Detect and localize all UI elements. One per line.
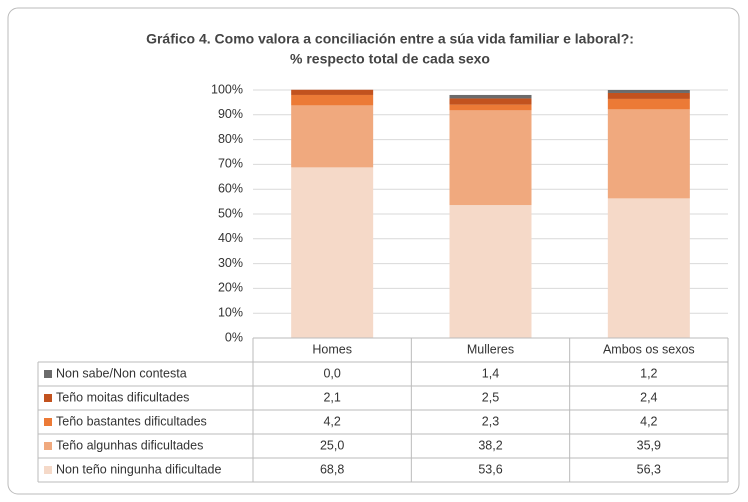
legend-label: Non sabe/Non contesta [56,366,187,380]
data-label: 68,8 [320,462,344,476]
data-label: 0,0 [323,366,340,380]
legend-swatch [44,466,52,474]
bar-segment [449,94,532,99]
y-tick-label: 50% [218,206,243,220]
bar-segment [449,205,532,338]
bar-segment [291,94,374,106]
bar-segment [449,104,532,111]
bar-segment [607,92,690,99]
legend-label: Teño algunhas dificultades [56,438,203,452]
x-tick-label: Homes [312,342,352,356]
chart-subtitle: % respecto total de cada sexo [290,51,490,67]
bar-segment [607,198,690,338]
y-tick-label: 40% [218,231,243,245]
data-label: 25,0 [320,438,344,452]
x-tick-label: Mulleres [467,342,514,356]
data-label: 4,2 [640,414,657,428]
data-label: 2,1 [323,390,340,404]
legend-swatch [44,418,52,426]
data-label: 2,4 [640,390,657,404]
data-label: 2,3 [482,414,499,428]
bar-segment [607,90,690,93]
y-tick-label: 60% [218,181,243,195]
bar-segment [449,110,532,206]
data-label: 38,2 [478,438,502,452]
bar-segment [449,98,532,105]
legend-label: Non teño ningunha dificultade [56,462,221,476]
bar-segment [291,167,374,338]
bar-segment [607,98,690,110]
chart-frame [7,7,740,495]
y-tick-label: 80% [218,132,243,146]
legend-swatch [44,370,52,378]
legend-swatch [44,394,52,402]
chart-title: Gráfico 4. Como valora a conciliación en… [146,31,634,47]
y-tick-label: 10% [218,305,243,319]
data-label: 1,2 [640,366,657,380]
legend-label: Teño bastantes dificultades [56,414,207,428]
data-label: 4,2 [323,414,340,428]
legend-label: Teño moitas dificultades [56,390,189,404]
bar-segment [607,109,690,199]
data-label: 1,4 [482,366,499,380]
data-label: 35,9 [637,438,661,452]
y-tick-label: 0% [225,330,243,344]
bar-segment [291,105,374,168]
data-label: 53,6 [478,462,502,476]
y-tick-label: 20% [218,281,243,295]
x-tick-label: Ambos os sexos [603,342,695,356]
y-tick-label: 70% [218,157,243,171]
data-label: 56,3 [637,462,661,476]
y-tick-label: 100% [211,82,243,96]
y-tick-label: 30% [218,256,243,270]
data-label: 2,5 [482,390,499,404]
legend-swatch [44,442,52,450]
bar-segment [291,89,374,95]
y-tick-label: 90% [218,107,243,121]
